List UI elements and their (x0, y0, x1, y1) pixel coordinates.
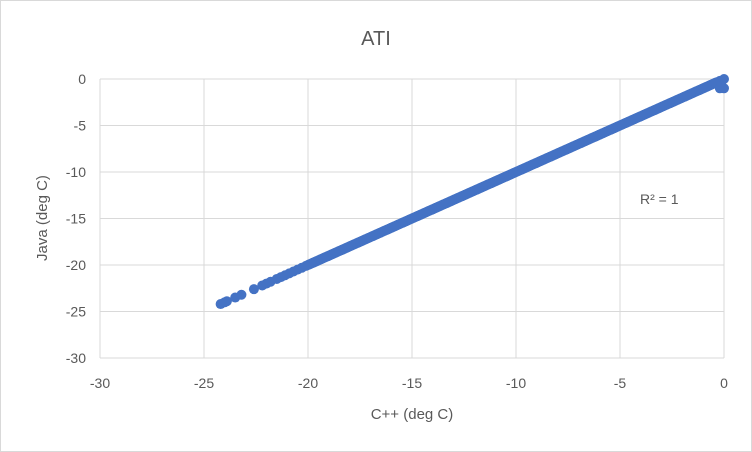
x-tick-label: -25 (194, 375, 214, 391)
data-point (248, 284, 259, 295)
y-tick-label: -20 (66, 257, 86, 273)
data-series (215, 74, 729, 310)
data-point (221, 296, 232, 307)
y-tick-label: 0 (78, 71, 86, 87)
x-tick-label: 0 (720, 375, 728, 391)
y-tick-label: -25 (66, 304, 86, 320)
x-tick-label: -15 (402, 375, 422, 391)
data-point (300, 260, 311, 271)
data-point (236, 289, 247, 300)
x-axis-title: C++ (deg C) (371, 406, 454, 423)
data-point (714, 83, 725, 94)
y-axis-title: Java (deg C) (34, 175, 51, 261)
grid-lines (99, 78, 725, 359)
y-tick-label: -30 (66, 350, 86, 366)
chart-title: ATI (361, 28, 391, 50)
tick-labels: -30 -25 -20 -15 -10 -5 0 0 -5 -10 -15 -20 -25 -30 (66, 71, 728, 391)
x-tick-label: -10 (506, 375, 526, 391)
x-tick-label: -5 (614, 375, 627, 391)
y-tick-label: -5 (74, 118, 87, 134)
x-tick-label: -20 (298, 375, 318, 391)
r-squared-label: R² = 1 (640, 191, 679, 207)
y-tick-label: -10 (66, 164, 86, 180)
x-tick-label: -30 (90, 375, 110, 391)
y-tick-label: -15 (66, 211, 86, 227)
